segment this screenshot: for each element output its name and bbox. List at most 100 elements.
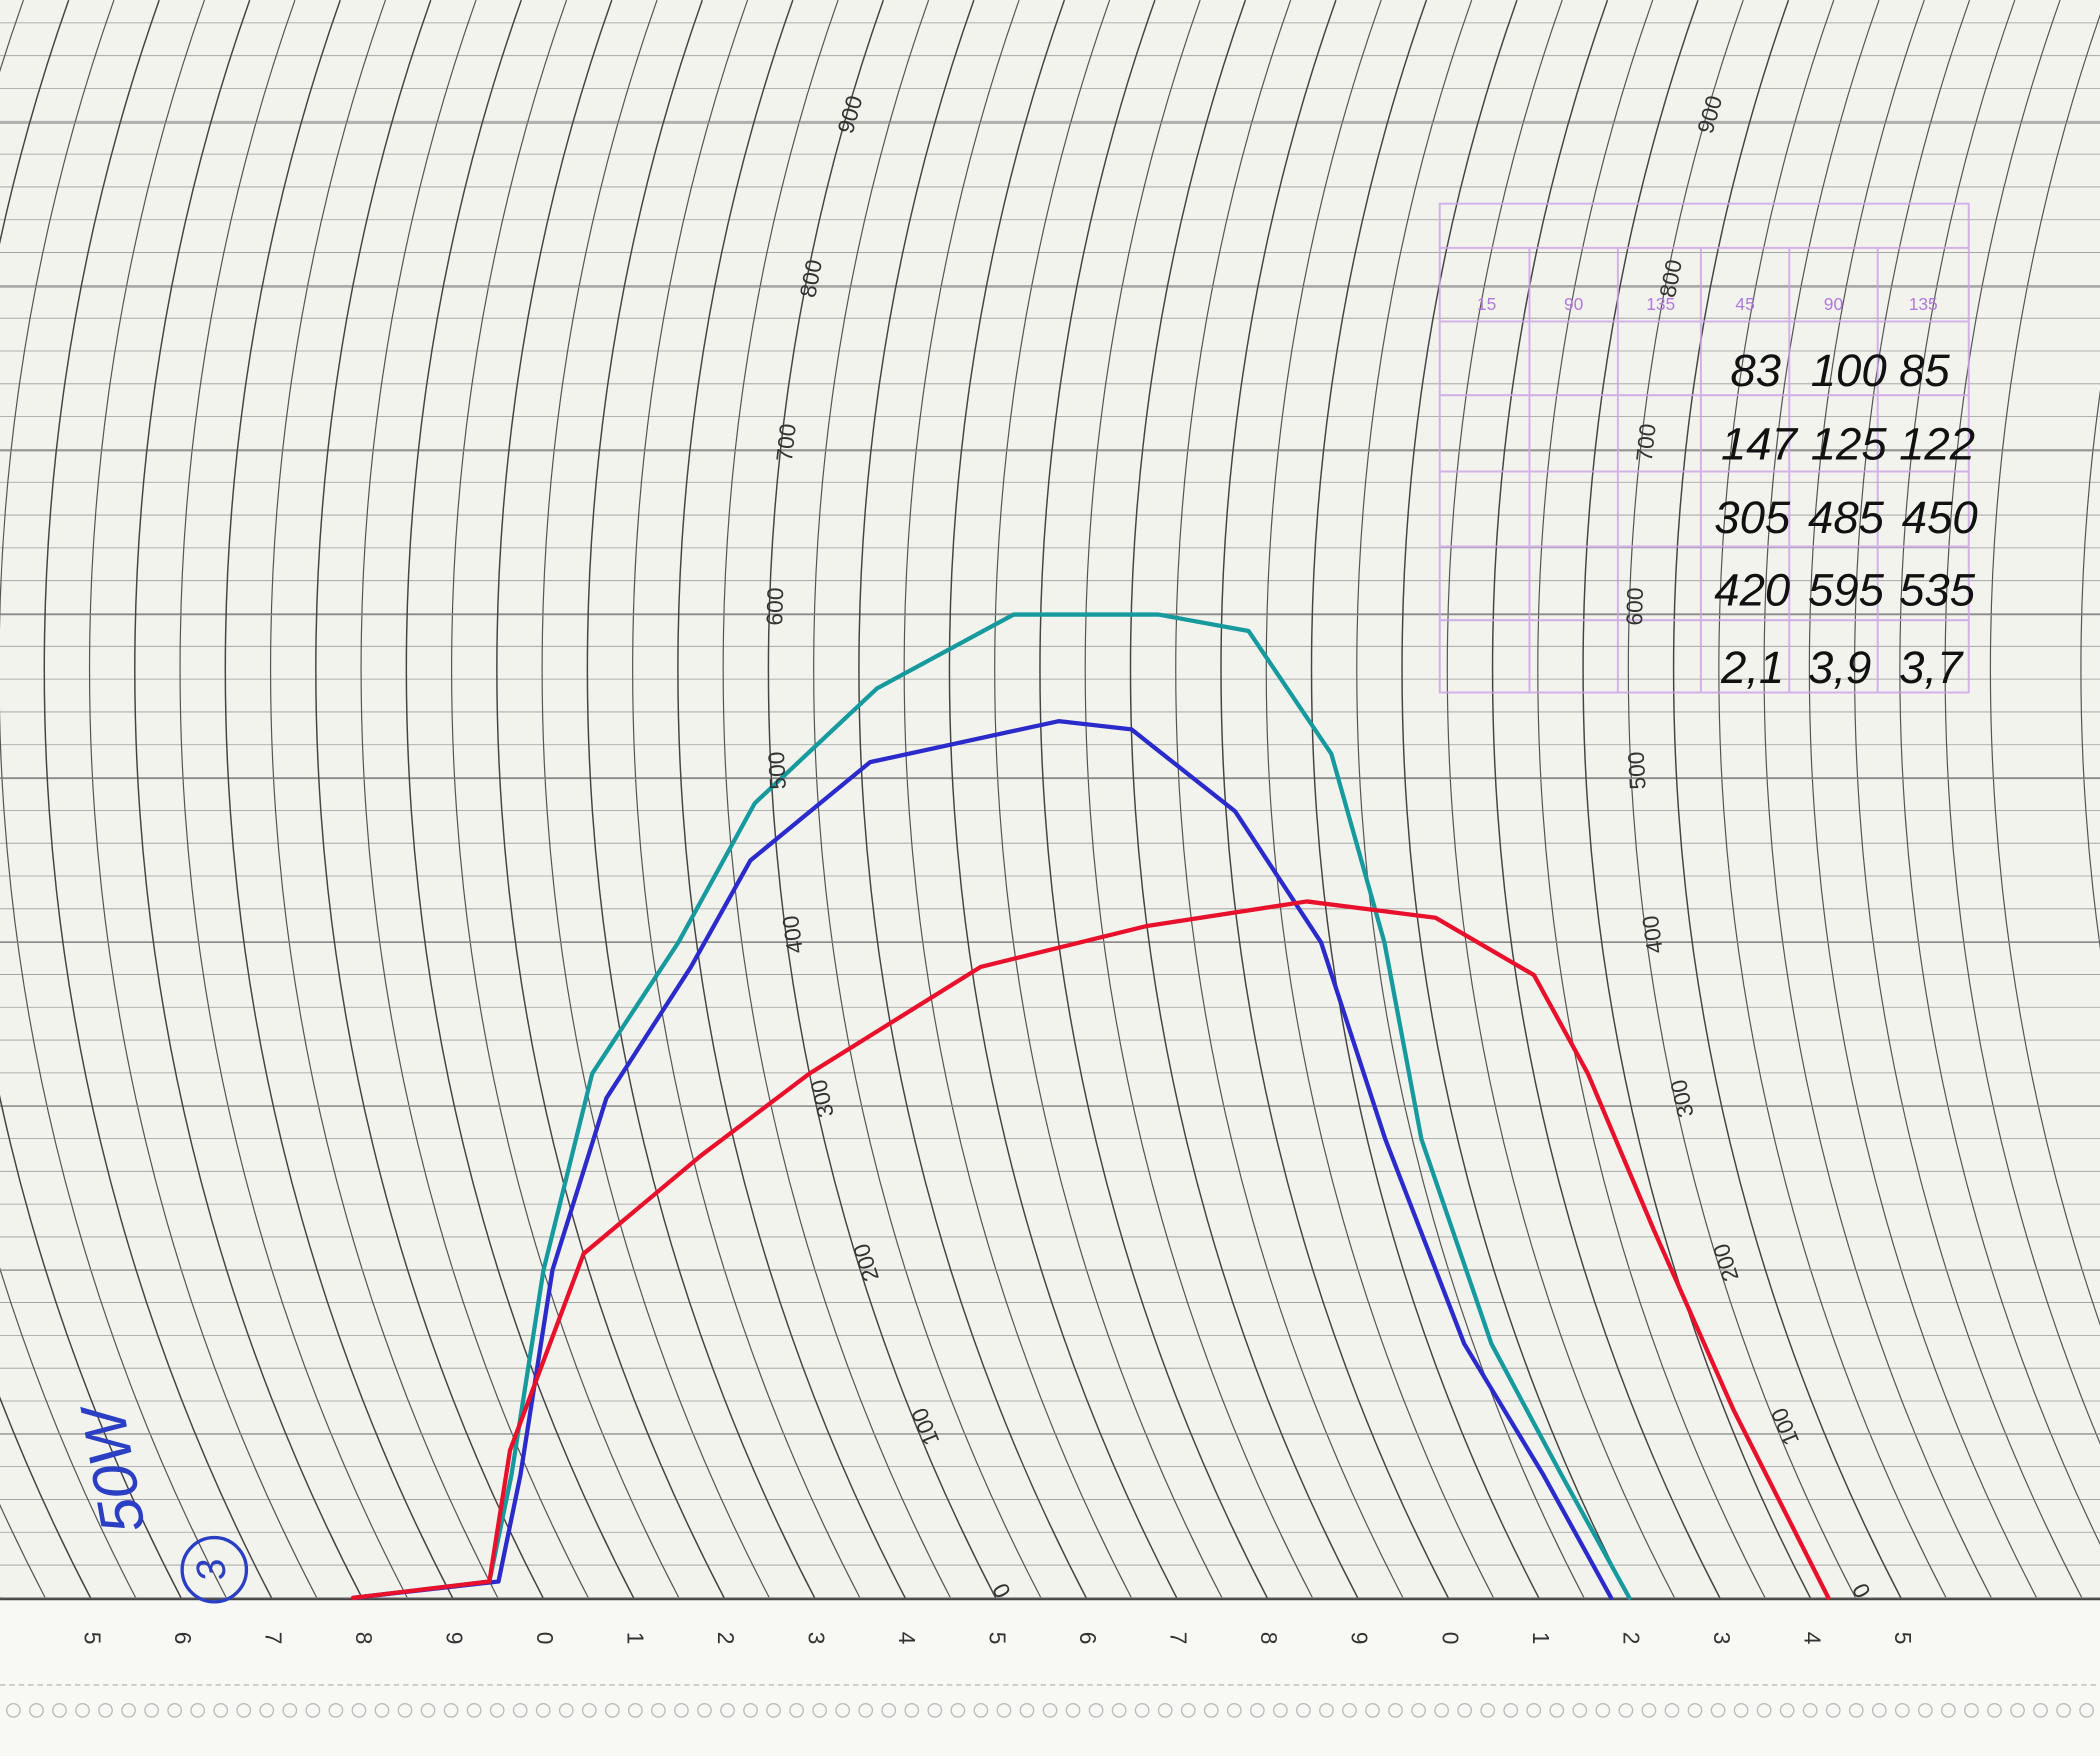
paper-arc bbox=[722, 0, 951, 1599]
sprocket-hole bbox=[2079, 1703, 2094, 1718]
y-tick-label: 600 bbox=[1621, 587, 1648, 626]
x-tick-label: 2 bbox=[713, 1632, 739, 1645]
paper-arc bbox=[1084, 0, 1314, 1599]
x-tick-label: 0 bbox=[1437, 1632, 1463, 1645]
paper-arc bbox=[1899, 0, 2100, 1545]
handwritten-table: 83 100 85 147 125 122 305 485 450 420 59… bbox=[1714, 345, 1977, 693]
grid-arc bbox=[496, 0, 725, 1599]
sprocket-hole bbox=[1019, 1703, 1035, 1718]
paper-arc bbox=[1808, 0, 2038, 1599]
sprocket-hole bbox=[1180, 1703, 1196, 1718]
grid-arc bbox=[315, 0, 544, 1599]
paper-arc bbox=[1175, 0, 1404, 1599]
sprocket-hole bbox=[558, 1703, 574, 1718]
y-tick-label: 700 bbox=[1631, 422, 1661, 463]
paper-arc bbox=[1718, 0, 1947, 1599]
sprocket-hole bbox=[1595, 1703, 1611, 1718]
stamp-label: 90 bbox=[1564, 294, 1583, 314]
sprocket-hole bbox=[512, 1703, 528, 1718]
sprocket-hole bbox=[1549, 1703, 1565, 1718]
sprocket-hole bbox=[29, 1703, 44, 1718]
sprocket-hole bbox=[466, 1703, 482, 1718]
table-cell: 420 bbox=[1714, 564, 1790, 615]
paper-arc bbox=[360, 0, 589, 1599]
sprocket-hole bbox=[1272, 1703, 1288, 1718]
sprocket-hole bbox=[1664, 1703, 1680, 1718]
grid-arc bbox=[948, 0, 1178, 1599]
table-cell: 485 bbox=[1808, 492, 1885, 543]
sprocket-hole bbox=[98, 1703, 113, 1718]
sprocket-hole bbox=[1480, 1703, 1496, 1718]
sprocket-hole bbox=[720, 1703, 735, 1718]
paper-arc bbox=[541, 0, 770, 1599]
x-tick-label: 3 bbox=[1709, 1632, 1735, 1645]
paper-arc bbox=[1944, 0, 2100, 1445]
x-tick-label: 8 bbox=[1256, 1632, 1282, 1645]
paper-arc bbox=[903, 0, 1133, 1599]
grid-arc bbox=[677, 0, 906, 1599]
sprocket-hole bbox=[374, 1703, 390, 1718]
y-tick-label: 500 bbox=[1623, 751, 1651, 790]
sprocket-hole bbox=[1088, 1703, 1104, 1718]
sprocket-hole bbox=[75, 1703, 90, 1718]
x-tick-label: 9 bbox=[1347, 1632, 1373, 1645]
sprocket-hole bbox=[6, 1703, 21, 1718]
sprocket-hole bbox=[167, 1703, 183, 1718]
paper-arc bbox=[1537, 0, 1766, 1599]
paper-arc bbox=[1356, 0, 1585, 1599]
sprocket-hole bbox=[1687, 1703, 1703, 1718]
table-cell: 3,9 bbox=[1808, 642, 1871, 693]
paper-arc bbox=[1446, 0, 1676, 1599]
sprocket-hole bbox=[1848, 1703, 1864, 1718]
paper-arc bbox=[88, 0, 318, 1599]
sprocket-hole bbox=[927, 1703, 943, 1718]
x-tick-label: 6 bbox=[170, 1632, 196, 1645]
grid-arc bbox=[858, 0, 1087, 1599]
sprocket-hole bbox=[697, 1703, 712, 1718]
x-tick-label: 1 bbox=[623, 1632, 649, 1645]
sprocket-hole bbox=[1894, 1703, 1910, 1718]
grid-arc bbox=[1220, 0, 1449, 1599]
y-tick-label: 400 bbox=[777, 914, 808, 955]
x-tick-label: 7 bbox=[1166, 1632, 1192, 1645]
sprocket-hole bbox=[881, 1703, 897, 1718]
sprocket-hole bbox=[190, 1703, 206, 1718]
sprocket-hole bbox=[1388, 1703, 1403, 1718]
sprocket-hole bbox=[627, 1703, 643, 1718]
sprocket-hole bbox=[950, 1703, 966, 1718]
stamp-label: 45 bbox=[1735, 294, 1754, 314]
stamp-labels: 15 90 135 45 90 135 bbox=[1477, 294, 1938, 314]
table-cell: 85 bbox=[1899, 345, 1950, 396]
sprocket-hole bbox=[1226, 1703, 1242, 1718]
data-line bbox=[350, 899, 1831, 1601]
x-tick-label: 4 bbox=[1799, 1632, 1825, 1645]
sprocket-hole bbox=[1825, 1703, 1841, 1718]
sprocket-holes bbox=[6, 1703, 2094, 1718]
sprocket-hole bbox=[1618, 1703, 1634, 1718]
data-line bbox=[350, 612, 1632, 1601]
table-cell: 122 bbox=[1899, 418, 1975, 469]
sprocket-hole bbox=[1249, 1703, 1265, 1718]
sprocket-hole bbox=[1042, 1703, 1058, 1718]
sprocket-hole bbox=[1411, 1703, 1426, 1718]
grid-arc bbox=[0, 0, 182, 1599]
grid-arc bbox=[224, 0, 454, 1599]
circle-mark bbox=[180, 1535, 249, 1604]
x-tick-label: 8 bbox=[351, 1632, 377, 1645]
sprocket-hole bbox=[1203, 1703, 1219, 1718]
sprocket-hole bbox=[282, 1703, 298, 1718]
x-tick-label: 5 bbox=[80, 1632, 106, 1645]
table-cell: 595 bbox=[1808, 564, 1885, 615]
paper-arc bbox=[0, 0, 227, 1599]
sprocket-hole bbox=[1319, 1703, 1334, 1718]
grid-arc bbox=[1491, 0, 1721, 1599]
x-tick-label: 9 bbox=[442, 1632, 468, 1645]
sprocket-hole bbox=[1111, 1703, 1127, 1718]
sprocket-hole bbox=[52, 1703, 67, 1718]
sprocket-hole bbox=[1917, 1703, 1933, 1718]
sprocket-hole bbox=[1756, 1703, 1772, 1718]
x-tick-label: 2 bbox=[1618, 1632, 1644, 1645]
x-tick-label: 5 bbox=[985, 1632, 1011, 1645]
x-tick-label: 6 bbox=[1075, 1632, 1101, 1645]
